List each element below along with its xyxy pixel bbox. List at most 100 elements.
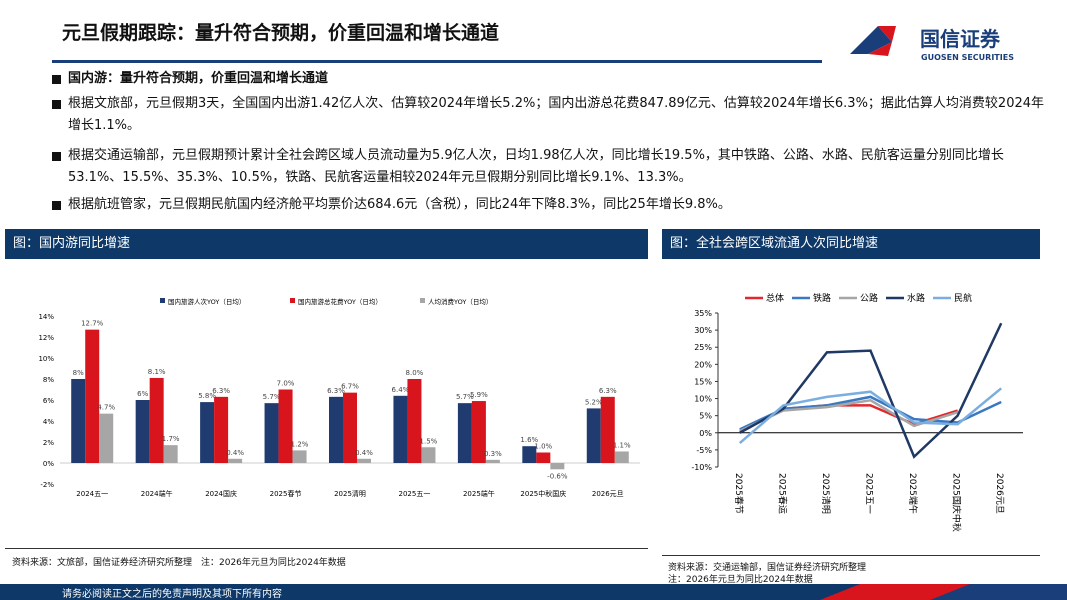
value-label: 6% — [137, 390, 148, 398]
x-tick-label: 2024端午 — [141, 489, 173, 498]
page-title: 元旦假期跟踪：量升符合预期，价重回温和增长通道 — [62, 22, 500, 44]
bar — [393, 395, 408, 463]
value-label: 5.7% — [456, 393, 474, 401]
bar — [163, 445, 178, 463]
y-tick-label: 5% — [699, 412, 712, 421]
legend-swatch — [290, 298, 295, 303]
legend-label: 国内旅游总花费YOY（日均） — [298, 297, 382, 306]
bar — [329, 396, 343, 463]
bar — [343, 392, 357, 463]
x-tick-label: 2025端午 — [907, 473, 919, 514]
bar — [407, 379, 422, 463]
x-tick-label: 2025春运 — [776, 473, 788, 514]
bar — [228, 458, 243, 463]
line — [738, 387, 1003, 444]
bar — [135, 400, 150, 463]
y-tick-label: 10% — [694, 395, 712, 404]
legend-label: 铁路 — [813, 292, 831, 304]
logo: 国信证券 GUOSEN SECURITIES — [850, 26, 1014, 62]
bar — [214, 396, 229, 463]
legend-swatch — [160, 298, 165, 303]
bar — [614, 451, 629, 463]
x-tick-label: 2025五一 — [864, 473, 874, 514]
y-tick-label: 12% — [38, 334, 54, 342]
value-label: 5.9% — [470, 391, 488, 399]
value-label: 6.4% — [392, 386, 410, 394]
logo-text: 国信证券 — [920, 27, 1001, 51]
line — [739, 404, 959, 433]
y-tick-label: -2% — [40, 481, 54, 489]
value-label: 12.7% — [81, 320, 104, 328]
bar — [99, 413, 114, 463]
bar — [536, 452, 551, 463]
bar — [421, 447, 436, 463]
value-label: 8.0% — [406, 369, 424, 377]
legend-label: 人均消费YOY（日均） — [428, 297, 492, 306]
legend-label: 公路 — [860, 292, 878, 304]
value-label: 1.0% — [534, 443, 552, 451]
note: 注：2026年元旦为同比2024年数据 — [668, 575, 813, 585]
y-tick-label: 35% — [694, 309, 712, 318]
x-tick-label: 2025清明 — [820, 473, 832, 514]
bar — [149, 377, 164, 463]
bar — [264, 403, 279, 463]
bar — [357, 458, 371, 463]
value-label: -0.6% — [547, 472, 568, 480]
value-label: 8.1% — [148, 368, 166, 376]
x-tick-label: 2024国庆 — [205, 489, 237, 498]
x-tick-label: 2025五一 — [399, 490, 431, 498]
bullet: 国内游：量升符合预期，价重回温和增长通道 — [52, 68, 1053, 90]
bar — [600, 396, 615, 463]
y-tick-label: 25% — [694, 343, 712, 352]
value-label: 0.3% — [484, 450, 502, 458]
bar — [586, 408, 601, 463]
value-label: 1.5% — [420, 437, 438, 445]
value-label: 5.8% — [198, 392, 216, 400]
value-label: 6.7% — [341, 383, 359, 391]
y-tick-label: 2% — [43, 439, 54, 447]
value-label: 5.2% — [585, 398, 603, 406]
bar — [292, 450, 307, 463]
bar — [278, 389, 293, 463]
rule — [5, 548, 648, 549]
source: 资料来源：文旅部，国信证券经济研究所整理 注：2026年元旦为同比2024年数据 — [12, 558, 346, 568]
bullet: 根据交通运输部，元旦假期预计累计全社会跨区域人员流动量为5.9亿人次，日均1.9… — [52, 145, 1053, 189]
bar — [471, 401, 486, 463]
legend-swatch — [420, 298, 425, 303]
panel-title: 图：国内游同比增速 — [5, 229, 648, 259]
bar — [200, 402, 215, 463]
x-tick-label: 2024五一 — [76, 490, 108, 498]
x-tick-label: 2025端午 — [463, 489, 495, 498]
footer-deco — [820, 584, 1067, 600]
value-label: 1.1% — [613, 441, 631, 449]
y-tick-label: 4% — [43, 418, 54, 426]
legend-label: 国内旅游人次YOY（日均） — [168, 297, 245, 306]
x-tick-label: 2025春节 — [270, 489, 302, 498]
y-tick-label: 6% — [43, 397, 54, 405]
line — [739, 322, 1003, 459]
value-label: 8% — [73, 369, 84, 377]
x-tick-label: 2025国庆中秋 — [951, 473, 963, 532]
bar — [457, 403, 472, 463]
y-tick-label: -5% — [696, 446, 712, 455]
bar — [550, 463, 565, 470]
footer-bar — [0, 584, 1067, 600]
y-tick-label: 8% — [43, 376, 54, 384]
y-tick-label: 20% — [694, 360, 712, 369]
x-tick-label: 2026元旦 — [592, 490, 624, 498]
x-tick-label: 2026元旦 — [994, 473, 1005, 514]
y-tick-label: 0% — [699, 429, 712, 438]
panel-title: 图：全社会跨区域流通人次同比增速 — [662, 229, 1040, 259]
y-tick-label: 15% — [694, 377, 712, 386]
bar — [522, 446, 537, 463]
y-tick-label: 30% — [694, 326, 712, 335]
y-tick-label: 10% — [38, 355, 54, 363]
bullet: 根据航班管家，元旦假期民航国内经济舱平均票价达684.6元（含税），同比24年下… — [52, 194, 1053, 216]
value-label: 1.2% — [291, 440, 309, 448]
rule — [662, 555, 1040, 556]
bar — [85, 329, 100, 463]
value-label: 1.7% — [162, 435, 180, 443]
legend-label: 水路 — [907, 292, 925, 304]
y-tick-label: 0% — [43, 460, 54, 468]
footer-text: 请务必阅读正文之后的免责声明及其项下所有内容 — [62, 589, 282, 600]
